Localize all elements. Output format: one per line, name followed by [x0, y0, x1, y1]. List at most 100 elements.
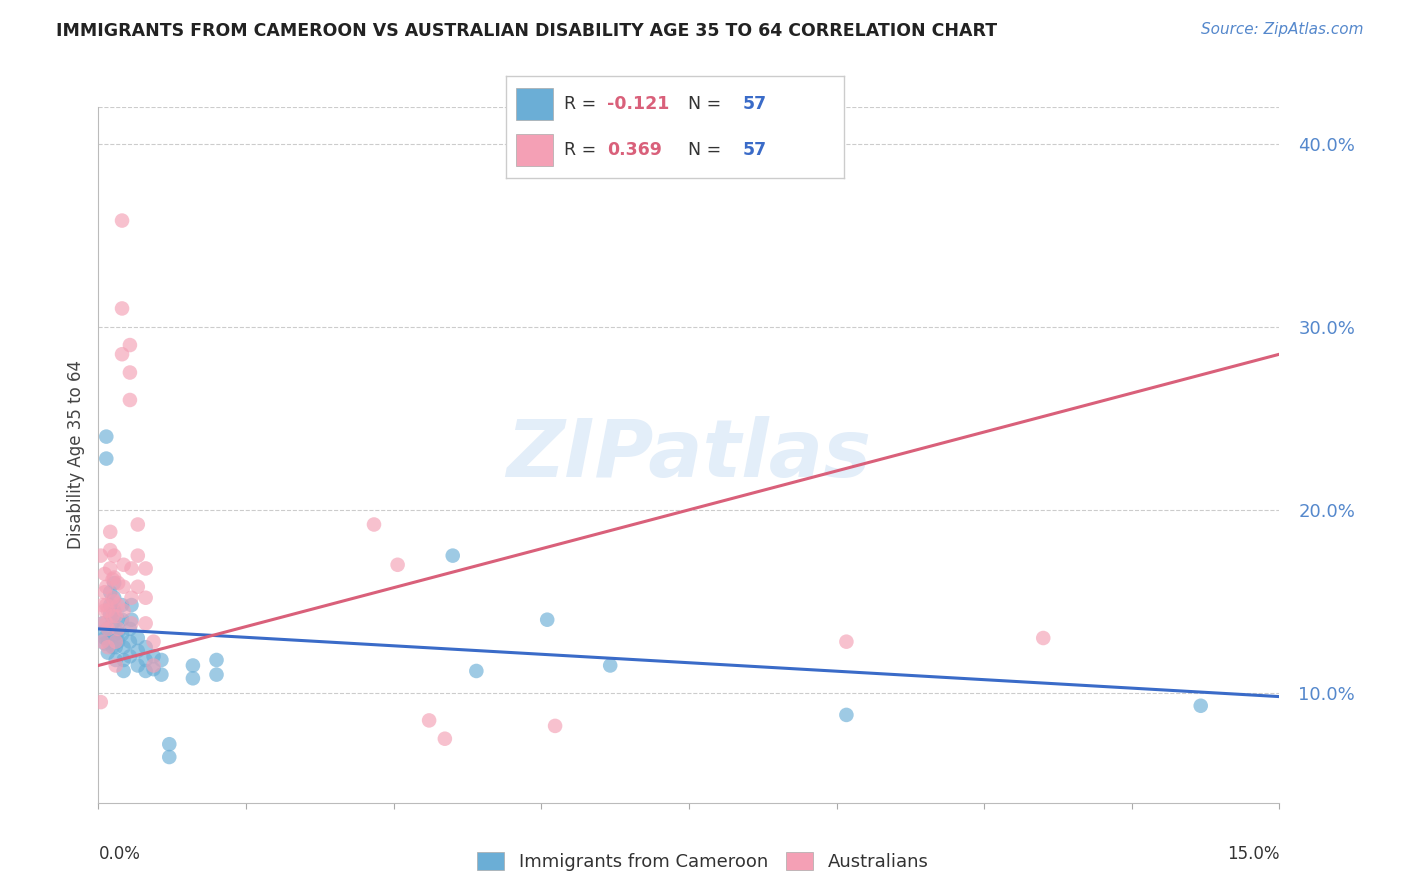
Text: 0.0%: 0.0%: [98, 845, 141, 863]
Point: [107, 598, 129, 612]
Point: [101, 631, 124, 645]
Text: 15.0%: 15.0%: [1227, 845, 1279, 863]
Point: [135, 653, 157, 667]
Point: [91, 598, 114, 612]
Point: [205, 667, 228, 681]
Point: [599, 658, 621, 673]
Point: [98, 598, 121, 612]
Point: [135, 616, 157, 631]
Point: [135, 591, 157, 605]
Point: [118, 366, 141, 380]
Bar: [516, 88, 554, 120]
Point: [103, 594, 125, 608]
Point: [835, 707, 858, 722]
Point: [96, 580, 118, 594]
Point: [104, 640, 127, 655]
Point: [91, 634, 114, 648]
Point: [127, 549, 149, 563]
Legend: Immigrants from Cameroon, Australians: Immigrants from Cameroon, Australians: [470, 845, 936, 879]
Point: [90, 695, 112, 709]
Point: [112, 640, 135, 655]
Point: [127, 658, 149, 673]
Point: [135, 664, 157, 678]
Point: [142, 658, 165, 673]
Point: [181, 658, 204, 673]
Text: Source: ZipAtlas.com: Source: ZipAtlas.com: [1201, 22, 1364, 37]
Point: [93, 636, 115, 650]
Text: 57: 57: [742, 141, 766, 159]
Point: [150, 653, 173, 667]
Point: [127, 580, 149, 594]
Point: [121, 591, 143, 605]
Point: [465, 664, 488, 678]
Point: [97, 603, 120, 617]
Point: [101, 616, 124, 631]
Point: [97, 622, 120, 636]
Point: [91, 616, 114, 631]
Point: [121, 598, 143, 612]
Text: ZIPatlas: ZIPatlas: [506, 416, 872, 494]
Point: [142, 662, 165, 676]
Point: [98, 543, 121, 558]
Point: [107, 622, 129, 636]
Point: [111, 301, 134, 316]
Point: [104, 653, 127, 667]
Point: [441, 549, 464, 563]
Point: [118, 338, 141, 352]
Point: [90, 549, 112, 563]
Point: [111, 613, 134, 627]
Point: [98, 561, 121, 575]
Point: [107, 634, 129, 648]
Point: [363, 517, 385, 532]
Point: [97, 646, 120, 660]
Point: [112, 558, 135, 572]
Point: [96, 598, 118, 612]
Point: [93, 585, 115, 599]
Point: [101, 591, 124, 605]
Point: [97, 634, 120, 648]
Point: [118, 634, 141, 648]
Point: [157, 737, 180, 751]
Point: [111, 347, 134, 361]
Point: [104, 634, 127, 648]
Point: [1189, 698, 1212, 713]
Point: [205, 653, 228, 667]
Point: [93, 603, 115, 617]
Point: [418, 714, 440, 728]
Point: [118, 622, 141, 636]
Point: [118, 392, 141, 407]
Point: [142, 649, 165, 664]
Point: [1032, 631, 1054, 645]
Text: IMMIGRANTS FROM CAMEROON VS AUSTRALIAN DISABILITY AGE 35 TO 64 CORRELATION CHART: IMMIGRANTS FROM CAMEROON VS AUSTRALIAN D…: [56, 22, 997, 40]
Point: [127, 631, 149, 645]
Point: [111, 598, 134, 612]
Point: [181, 671, 204, 685]
Bar: [516, 135, 554, 166]
Point: [544, 719, 567, 733]
Point: [104, 609, 127, 624]
Point: [111, 627, 134, 641]
Point: [150, 667, 173, 681]
Text: R =: R =: [564, 95, 602, 112]
Point: [112, 653, 135, 667]
Point: [112, 580, 135, 594]
Point: [107, 576, 129, 591]
Point: [112, 603, 135, 617]
Point: [98, 607, 121, 622]
Point: [127, 517, 149, 532]
Point: [121, 613, 143, 627]
Point: [121, 561, 143, 575]
Point: [101, 573, 124, 587]
Point: [97, 622, 120, 636]
Point: [387, 558, 409, 572]
Point: [93, 631, 115, 645]
Point: [835, 634, 858, 648]
Text: 57: 57: [742, 95, 766, 112]
Point: [121, 616, 143, 631]
Point: [93, 566, 115, 581]
Point: [98, 585, 121, 599]
Point: [96, 429, 118, 443]
Text: R =: R =: [564, 141, 602, 159]
Point: [103, 591, 125, 605]
Point: [103, 571, 125, 585]
